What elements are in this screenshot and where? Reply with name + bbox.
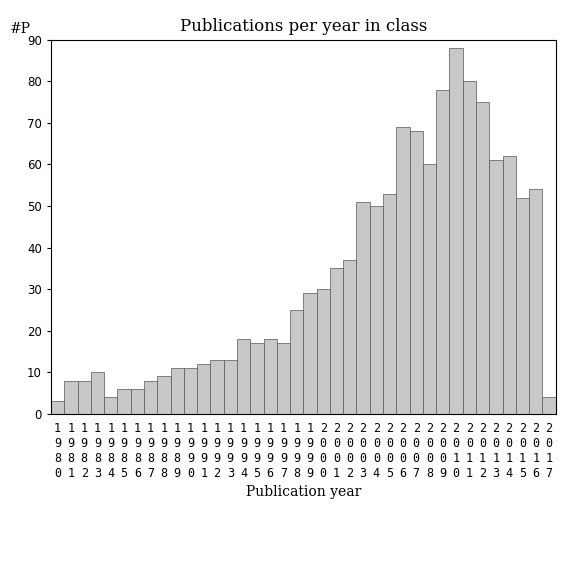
Title: Publications per year in class: Publications per year in class [180,18,427,35]
Bar [529,189,543,414]
Bar [210,360,223,414]
Bar [51,401,64,414]
Bar [117,389,131,414]
Bar [303,293,316,414]
Bar [383,193,396,414]
Bar [277,343,290,414]
Bar [171,368,184,414]
Bar [463,81,476,414]
Bar [543,397,556,414]
Bar [330,268,343,414]
Bar [237,339,250,414]
Bar [436,90,450,414]
Bar [264,339,277,414]
Bar [316,289,330,414]
Bar [64,380,78,414]
Bar [144,380,157,414]
Bar [489,160,502,414]
Bar [91,373,104,414]
X-axis label: Publication year: Publication year [246,485,361,499]
Bar [157,376,171,414]
Bar [343,260,357,414]
Bar [104,397,117,414]
Bar [450,48,463,414]
Bar [502,156,516,414]
Bar [197,364,210,414]
Bar [223,360,237,414]
Bar [357,202,370,414]
Bar [423,164,436,414]
Bar [78,380,91,414]
Bar [250,343,264,414]
Bar [290,310,303,414]
Bar [476,102,489,414]
Y-axis label: #P: #P [10,22,31,36]
Bar [184,368,197,414]
Bar [516,198,529,414]
Bar [396,127,409,414]
Bar [131,389,144,414]
Bar [409,131,423,414]
Bar [370,206,383,414]
